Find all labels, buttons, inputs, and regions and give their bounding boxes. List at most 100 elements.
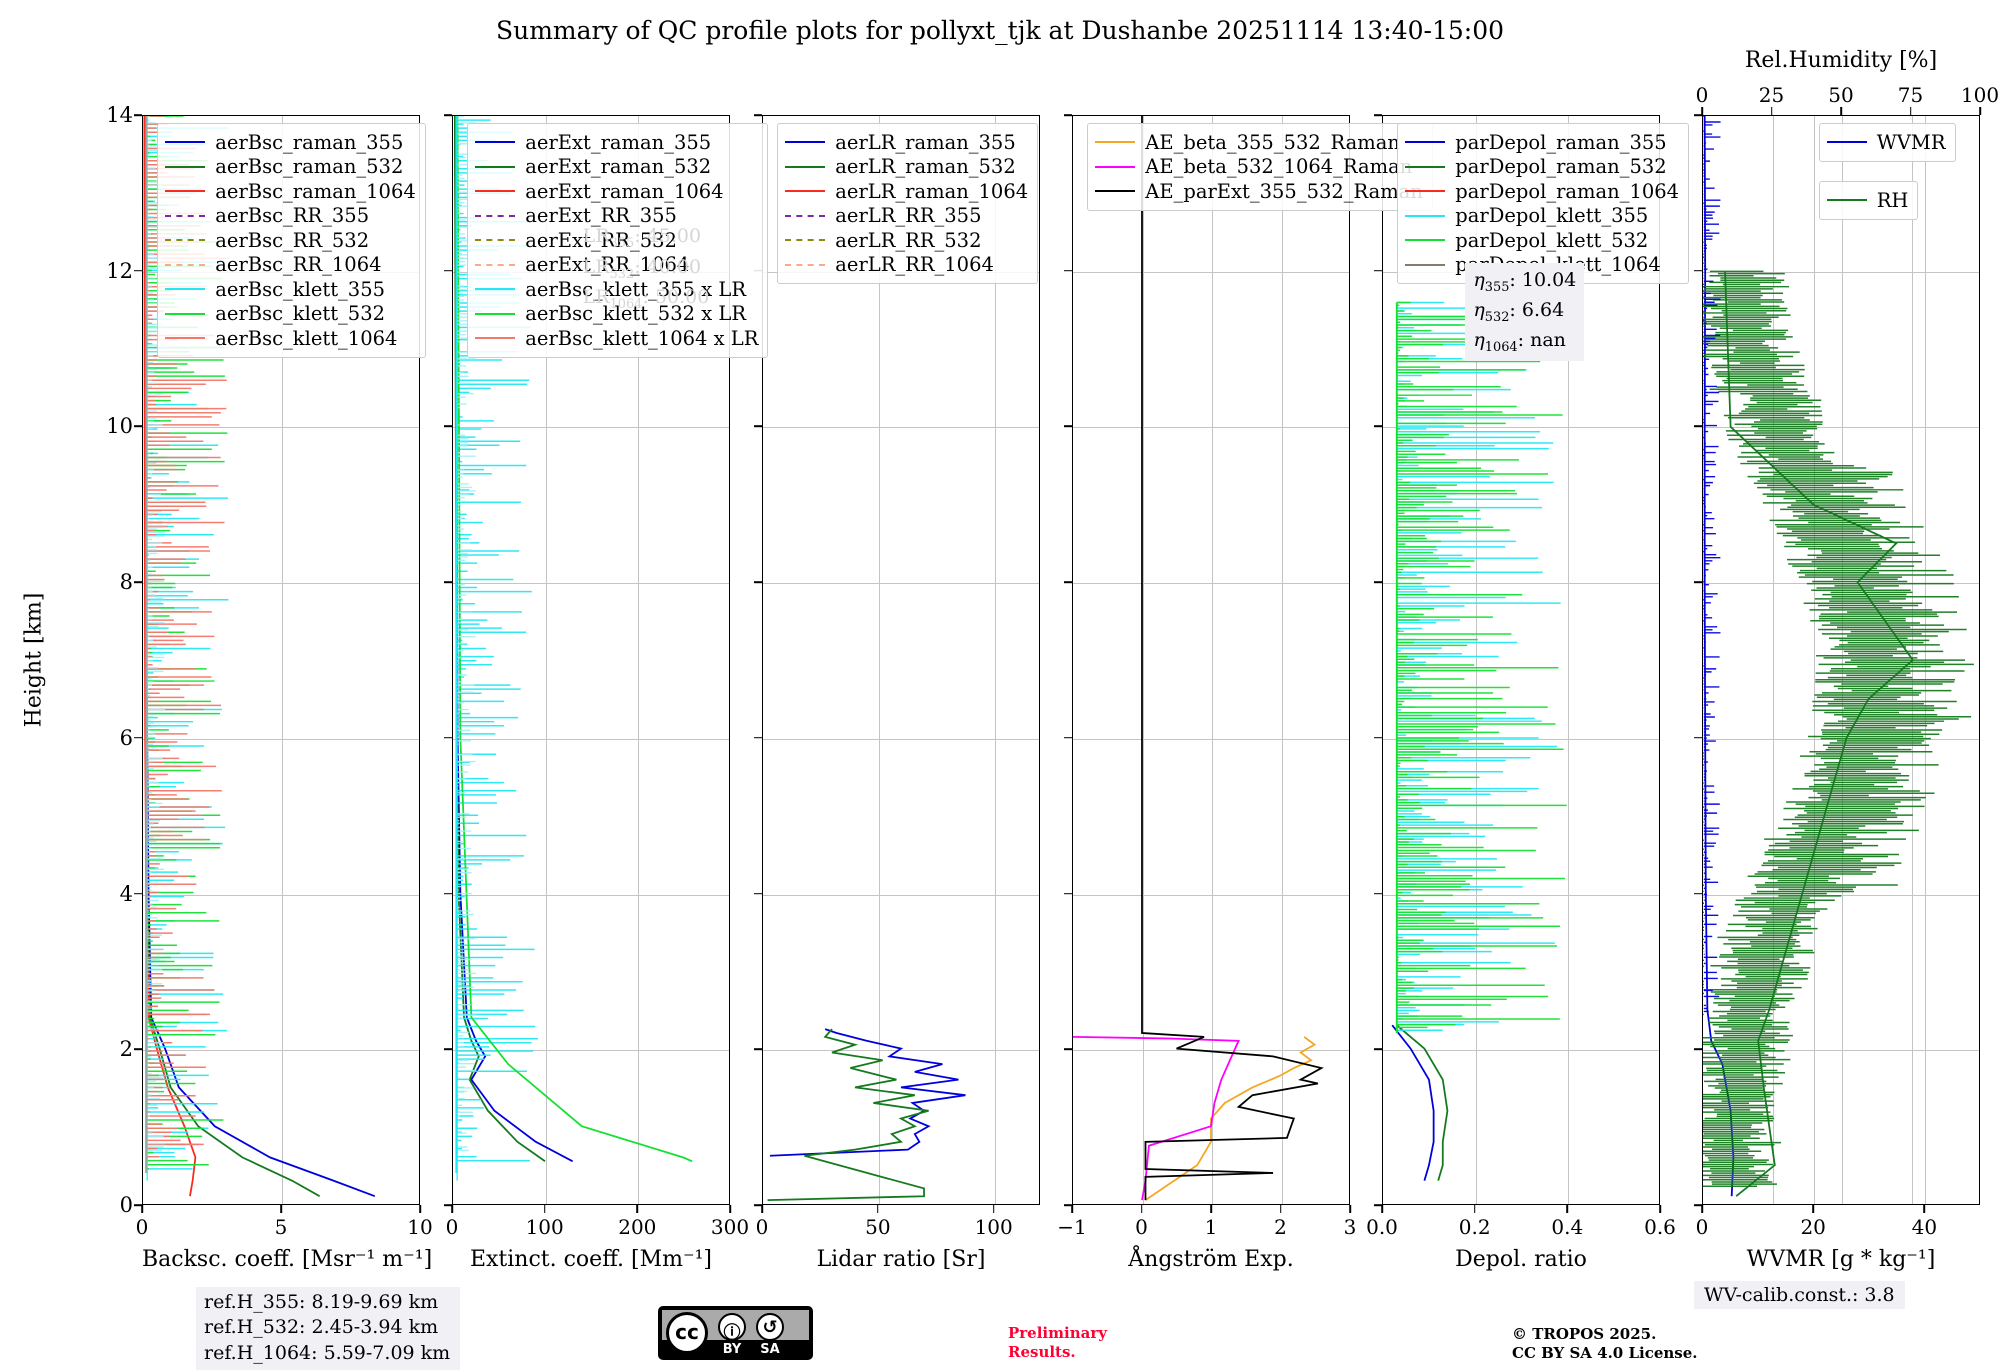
legend-item[interactable]: parDepol_raman_355 [1405,130,1679,155]
plot-panel-extinction: 010020030002468101214Extinct. coeff. [Mm… [444,114,769,1272]
legend-item[interactable]: aerLR_RR_1064 [785,253,1028,278]
legend-item[interactable]: aerExt_raman_1064 [475,179,758,204]
legend-item[interactable]: aerBsc_klett_1064 x LR [475,326,758,351]
legend-item[interactable]: aerBsc_raman_355 [165,130,416,155]
legend-label: aerBsc_RR_532 [215,228,370,252]
trace-line [767,1028,929,1202]
legend-color-swatch [165,288,206,291]
x-tick-label: 40 [1911,1215,1938,1239]
x-tick-mark [1701,1205,1703,1213]
lidar-ratio-value: LR532: 40.00 [582,255,702,282]
legend-item[interactable]: parDepol_raman_1064 [1405,179,1679,204]
x-tick-label: 100 [974,1215,1013,1239]
y-tick-label: 10 [106,414,133,439]
gridline-horizontal [763,894,1039,896]
y-tick-mark [1064,1204,1072,1206]
legend-angstrom: AE_beta_355_532_Raman AE_beta_532_1064_Ra… [1087,123,1433,211]
x-axis-label: Depol. ratio [1455,1247,1587,1272]
gridline-horizontal [1383,894,1659,896]
y-tick-mark [444,425,452,428]
y-tick-mark [1064,737,1072,739]
x-tick-mark [636,1205,639,1213]
legend-item[interactable]: AE_parExt_355_532_Raman [1095,179,1423,204]
legend-label: aerBsc_klett_355 x LR [525,277,747,301]
legend-color-swatch [1095,165,1136,168]
gridline-vertical [1814,116,1816,1204]
lidar-ratio-value: LR355: 45.00 [582,225,702,251]
legend-label: RH [1876,188,1909,212]
tropos-copyright: © TROPOS 2025. CC BY SA 4.0 License. [1512,1325,1698,1362]
trace-line [1141,116,1324,1201]
y-tick-mark [1694,581,1702,583]
data-traces-depolarization [1391,301,1567,1181]
legend-item[interactable]: AE_beta_355_532_Raman [1095,130,1423,155]
legend-item[interactable]: aerBsc_klett_355 x LR [475,277,758,302]
legend-item[interactable]: aerBsc_RR_355 [165,204,416,229]
x-tick-label: 0.4 [1551,1215,1584,1239]
gridline-horizontal [453,583,729,585]
gridline-horizontal [1703,1050,1979,1052]
legend-item[interactable]: aerLR_RR_532 [785,228,1028,253]
x-axis-label: Backsc. coeff. [Msr⁻¹ m⁻¹] [142,1247,433,1272]
x-tick-mark-top [1840,107,1842,115]
legend-color-swatch [475,239,516,242]
trace-line [1396,1024,1449,1181]
y-tick-mark [444,1048,452,1051]
y-tick-mark [1064,892,1072,895]
legend-label: aerLR_raman_1064 [835,179,1029,203]
x-tick-mark [761,1205,763,1213]
x-tick-mark [1349,1205,1351,1213]
legend-item[interactable]: parDepol_klett_532 [1405,228,1679,253]
legend-label: WVMR [1876,130,1946,154]
legend-item[interactable]: WVMR [1826,130,1946,155]
legend-item[interactable]: aerBsc_raman_1064 [165,179,416,204]
x-tick-label: 100 [525,1215,564,1239]
legend-item[interactable]: aerLR_raman_1064 [785,179,1028,204]
legend-color-swatch [1405,263,1446,266]
eta-calibration-annotation: η355: 10.04 η532: 6.64 η1064: nan [1465,262,1585,362]
legend-label: aerBsc_klett_1064 x LR [525,326,759,350]
legend-label: aerBsc_RR_1064 [215,253,382,277]
legend-item[interactable]: aerBsc_klett_532 [165,302,416,327]
y-tick-mark [1694,737,1702,739]
legend-item[interactable]: parDepol_raman_532 [1405,155,1679,180]
legend-item[interactable]: aerBsc_RR_1064 [165,253,416,278]
y-tick-mark [1694,425,1702,428]
legend-item[interactable]: aerBsc_klett_355 [165,277,416,302]
legend-item[interactable]: aerLR_RR_355 [785,204,1028,229]
legend-color-swatch [785,239,826,242]
legend-item[interactable]: aerExt_RR_532 [475,228,758,253]
legend-item[interactable]: aerLR_raman_532 [785,155,1028,180]
legend-color-swatch [1095,141,1136,144]
y-tick-mark [134,581,142,583]
trace-line [1391,1024,1435,1181]
legend-item[interactable]: aerExt_RR_1064 [475,253,758,278]
legend-label: AE_beta_532_1064_Raman [1145,155,1413,179]
legend-item[interactable]: aerExt_raman_355 [475,130,758,155]
legend-item[interactable]: aerLR_raman_355 [785,130,1028,155]
data-traces-extinction [453,116,693,1181]
legend-item[interactable]: parDepol_klett_355 [1405,204,1679,229]
legend-color-swatch [1405,214,1446,217]
legend-item[interactable]: aerBsc_klett_1064 [165,326,416,351]
legend-item[interactable]: RH [1826,188,1909,213]
x-tick-label: 3 [1343,1215,1357,1239]
trace-line [1703,270,1974,1187]
legend-wvmr-rh-rh: RH [1818,181,1919,220]
y-axis-label: Height [km] [21,592,47,728]
x-tick-mark [280,1205,282,1213]
gridline-vertical [1281,116,1283,1204]
x-tick-mark [1566,1205,1569,1213]
legend-color-swatch [475,288,516,291]
legend-item[interactable]: aerExt_raman_532 [475,155,758,180]
legend-item[interactable]: aerBsc_klett_532 x LR [475,302,758,327]
x-tick-mark [141,1205,143,1213]
legend-item[interactable]: aerExt_RR_355 [475,204,758,229]
legend-item[interactable]: aerBsc_raman_532 [165,155,416,180]
legend-color-swatch [165,312,206,315]
y-tick-mark [754,737,762,739]
legend-item[interactable]: aerBsc_RR_532 [165,228,416,253]
legend-item[interactable]: AE_beta_532_1064_Raman [1095,155,1423,180]
gridline-horizontal [453,894,729,896]
